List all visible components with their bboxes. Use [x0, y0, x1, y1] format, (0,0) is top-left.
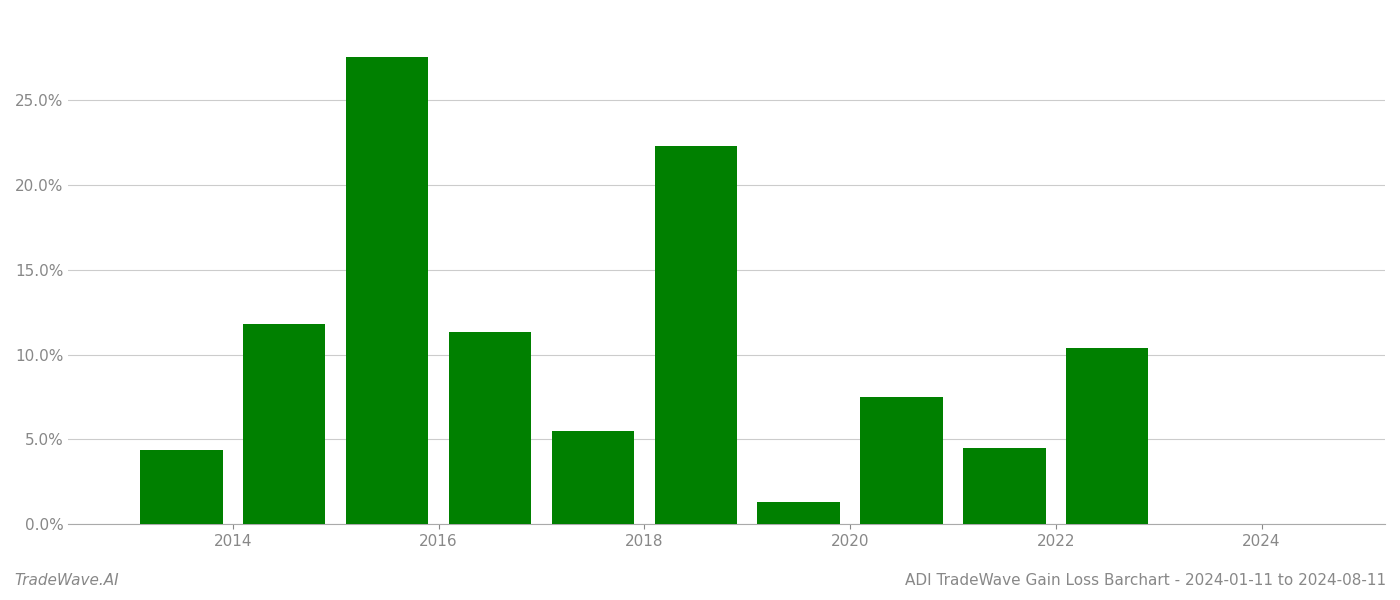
- Text: ADI TradeWave Gain Loss Barchart - 2024-01-11 to 2024-08-11: ADI TradeWave Gain Loss Barchart - 2024-…: [904, 573, 1386, 588]
- Bar: [449, 332, 531, 524]
- Bar: [1065, 348, 1148, 524]
- Bar: [346, 58, 428, 524]
- Bar: [655, 146, 736, 524]
- Bar: [963, 448, 1046, 524]
- Bar: [757, 502, 840, 524]
- Bar: [140, 449, 223, 524]
- Bar: [861, 397, 942, 524]
- Bar: [244, 324, 325, 524]
- Text: TradeWave.AI: TradeWave.AI: [14, 573, 119, 588]
- Bar: [552, 431, 634, 524]
